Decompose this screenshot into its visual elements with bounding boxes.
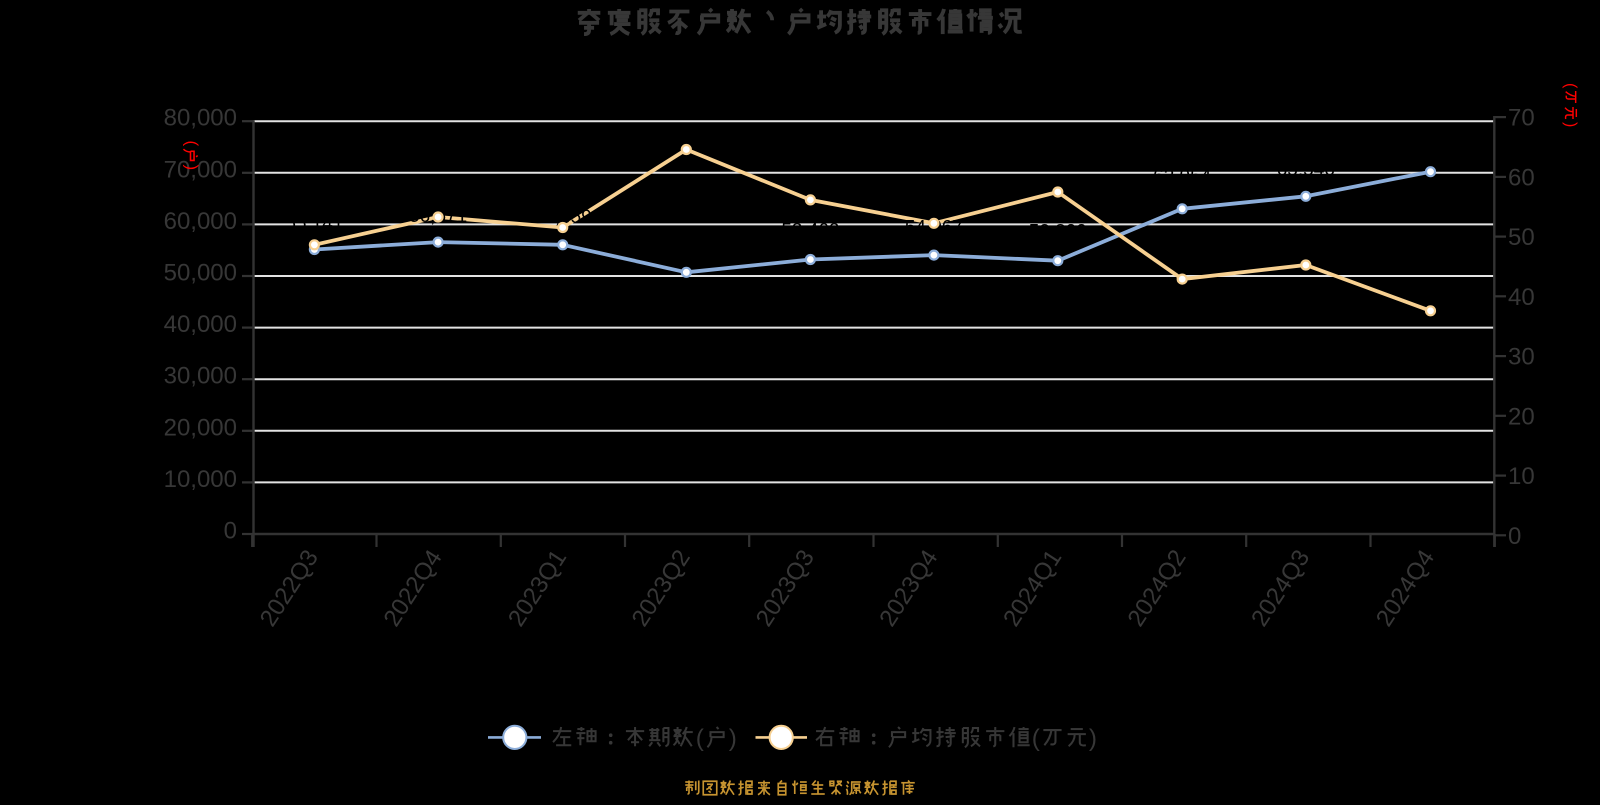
svg-text:): ): [1089, 725, 1097, 752]
svg-text:(: (: [696, 725, 704, 752]
svg-text:55,141: 55,141: [285, 214, 343, 235]
svg-text:80,000: 80,000: [164, 105, 237, 132]
svg-text:70: 70: [1508, 105, 1535, 132]
svg-text:30: 30: [1508, 344, 1535, 371]
svg-text:55,859: 55,859: [534, 207, 592, 228]
svg-text:52,899: 52,899: [1029, 222, 1087, 243]
svg-text:(: (: [1032, 725, 1040, 752]
svg-text:50,529: 50,529: [657, 235, 715, 256]
svg-text:62,954: 62,954: [1153, 167, 1212, 188]
svg-text:53,462: 53,462: [781, 221, 839, 242]
svg-text:60,000: 60,000: [164, 208, 237, 235]
svg-text:70,217: 70,217: [1401, 134, 1459, 155]
svg-text:20,000: 20,000: [164, 414, 237, 441]
svg-text:40,000: 40,000: [164, 311, 237, 338]
svg-text:60: 60: [1508, 165, 1535, 192]
svg-text:40: 40: [1508, 284, 1535, 311]
svg-text:): ): [729, 725, 737, 752]
svg-text:10: 10: [1508, 463, 1535, 490]
svg-text:50,000: 50,000: [164, 260, 237, 287]
svg-text:65,546: 65,546: [1277, 160, 1335, 181]
svg-text:20: 20: [1508, 403, 1535, 430]
svg-text:0: 0: [224, 518, 237, 545]
svg-text:50: 50: [1508, 224, 1535, 251]
svg-text:(: (: [183, 141, 202, 147]
svg-text:10,000: 10,000: [164, 466, 237, 493]
svg-text:): ): [183, 165, 202, 171]
svg-text:(: (: [1562, 83, 1579, 89]
svg-text:30,000: 30,000: [164, 363, 237, 390]
svg-text:): ): [1562, 122, 1579, 127]
svg-text:70,000: 70,000: [164, 156, 237, 183]
svg-text:0: 0: [1508, 523, 1521, 550]
